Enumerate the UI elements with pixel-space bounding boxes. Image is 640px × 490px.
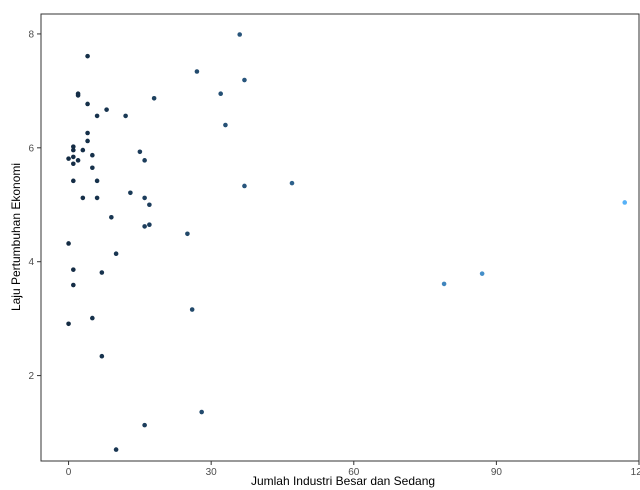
data-point (223, 122, 228, 128)
x-tick-label: 30 (206, 467, 218, 478)
data-point (75, 158, 81, 163)
data-point (85, 53, 90, 59)
data-point (218, 91, 223, 97)
data-point (199, 409, 204, 415)
data-point (71, 154, 76, 160)
data-point (194, 69, 200, 74)
data-point (142, 195, 147, 201)
y-axis-ticks: 2 4 6 8 (28, 29, 41, 382)
data-point (71, 161, 76, 167)
data-point (71, 178, 76, 184)
data-point (113, 251, 119, 257)
data-point (142, 422, 147, 428)
data-point (80, 147, 86, 153)
data-point (242, 77, 247, 83)
data-point (109, 214, 114, 220)
data-point (85, 101, 90, 107)
data-point (94, 178, 100, 184)
data-point (94, 195, 100, 201)
data-point (185, 231, 190, 237)
data-point (137, 149, 143, 155)
data-point (104, 107, 109, 112)
data-point (71, 282, 76, 288)
data-point (99, 270, 105, 275)
x-tick-label: 120 (631, 467, 640, 478)
data-point (289, 180, 295, 186)
data-point (479, 271, 485, 276)
data-point (90, 315, 95, 321)
data-point (90, 152, 95, 158)
data-point (242, 183, 247, 189)
x-tick-label: 60 (348, 467, 360, 478)
data-point (142, 224, 147, 229)
data-points (66, 32, 628, 452)
data-point (71, 267, 76, 272)
x-tick-label: 0 (66, 467, 72, 478)
y-axis-title: Laju Pertumbuhan Ekonomi (9, 163, 23, 311)
data-point (71, 147, 76, 153)
data-point (66, 156, 71, 161)
data-point (151, 95, 157, 101)
x-tick-label: 90 (491, 467, 503, 478)
data-point (147, 202, 152, 208)
data-point (99, 353, 105, 359)
data-point (142, 158, 147, 163)
data-point (75, 93, 81, 98)
data-point (85, 138, 90, 144)
data-point (237, 32, 242, 37)
x-axis-title: Jumlah Industri Besar dan Sedang (251, 474, 435, 488)
data-point (123, 113, 128, 119)
data-point (189, 307, 195, 312)
data-point (147, 222, 152, 227)
y-tick-label: 2 (28, 371, 34, 382)
data-point (66, 321, 71, 327)
data-point (66, 241, 71, 246)
data-point (113, 447, 119, 452)
data-point (85, 130, 90, 136)
x-axis-ticks: 0 30 60 90 120 (66, 461, 640, 478)
data-point (441, 281, 447, 287)
plot-panel (40, 13, 640, 462)
data-point (94, 113, 100, 119)
y-tick-label: 4 (28, 257, 34, 268)
y-tick-label: 6 (28, 143, 34, 154)
data-point (80, 195, 86, 201)
data-point (128, 190, 133, 196)
data-point (90, 165, 95, 171)
y-tick-label: 8 (28, 29, 34, 40)
data-point (622, 200, 628, 205)
data-point (71, 144, 76, 149)
